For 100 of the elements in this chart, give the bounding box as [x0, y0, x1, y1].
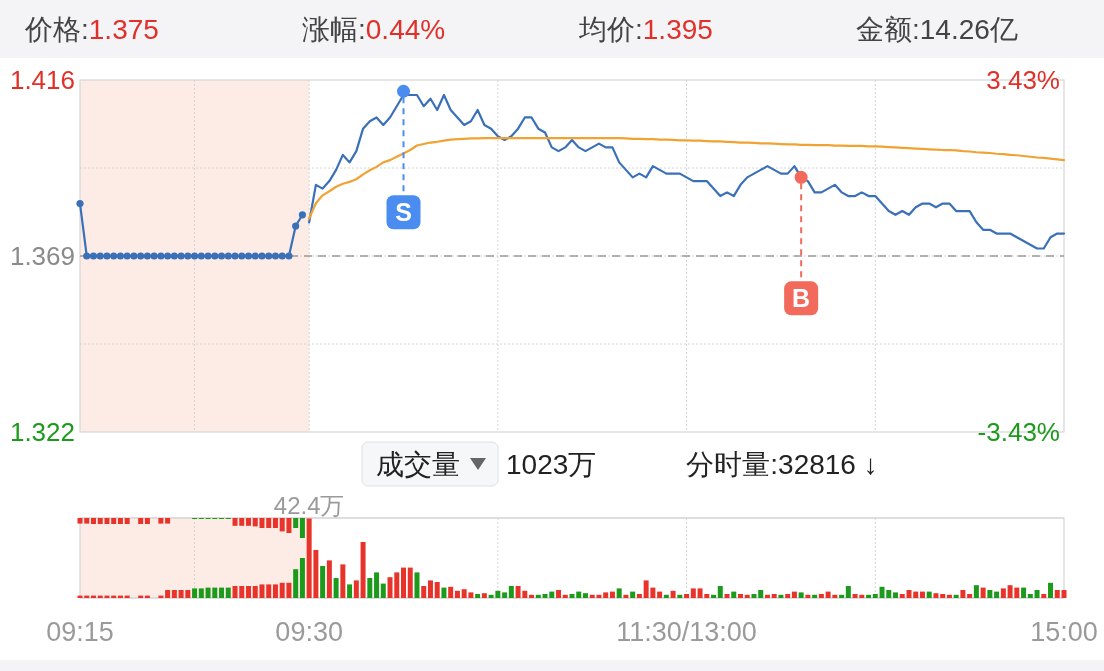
x-tick-label: 15:00 [1030, 617, 1098, 647]
bar [926, 591, 932, 598]
bar [967, 594, 973, 598]
bar [724, 594, 730, 598]
bar [1027, 594, 1033, 598]
bar [367, 578, 373, 598]
point [258, 252, 266, 260]
point [794, 170, 808, 184]
point [130, 252, 138, 260]
bar [441, 587, 447, 598]
bar [798, 592, 804, 598]
bar [663, 594, 669, 598]
bar [758, 590, 764, 598]
text: 涨幅:0.44% [302, 13, 446, 45]
bar [987, 590, 993, 598]
y-tick-label: 1.322 [9, 417, 75, 447]
bar [347, 584, 353, 598]
bar [872, 594, 878, 598]
bar [805, 594, 811, 598]
point [211, 252, 219, 260]
bar [609, 591, 615, 598]
bar [677, 594, 683, 598]
bar [192, 588, 198, 598]
point [83, 252, 91, 260]
bar [980, 587, 986, 598]
text: 分时量:32816 ↓ [686, 448, 878, 480]
point [278, 252, 286, 260]
bar [165, 590, 171, 598]
x-tick-label: 09:30 [275, 617, 343, 647]
point [285, 252, 293, 260]
point [164, 252, 172, 260]
point [265, 252, 273, 260]
bar [1048, 582, 1054, 598]
point [137, 252, 145, 260]
bar [771, 594, 777, 598]
bar [427, 580, 433, 598]
bar [764, 594, 770, 598]
point [96, 252, 104, 260]
bar [1021, 587, 1027, 598]
bar [198, 588, 204, 598]
bar [582, 593, 588, 598]
bar [960, 590, 966, 598]
text: 金额:14.26亿 [856, 13, 1018, 45]
point [123, 252, 131, 260]
bar [529, 594, 535, 598]
bar [374, 572, 380, 598]
point [116, 252, 125, 260]
bar [603, 592, 609, 598]
bar [475, 594, 481, 598]
bar [711, 594, 717, 598]
bar [717, 586, 723, 598]
bar [576, 591, 582, 598]
bar [973, 585, 979, 598]
bar [839, 594, 845, 598]
bar [556, 590, 562, 598]
y-tick-label: 1.416 [9, 65, 75, 95]
chart-title: 成交量 [376, 448, 460, 480]
bar [913, 591, 919, 598]
bar [1034, 590, 1040, 598]
bar [299, 558, 305, 598]
bar [657, 591, 663, 598]
point [238, 252, 246, 260]
bar [380, 583, 386, 598]
point [103, 252, 111, 260]
point [217, 252, 226, 260]
bar [171, 590, 177, 598]
bar [1054, 590, 1060, 598]
point [170, 252, 178, 260]
bar [744, 594, 750, 598]
y2-tick-label: -3.43% [977, 417, 1060, 447]
point [231, 252, 239, 260]
bar [353, 580, 359, 598]
text: S [395, 198, 412, 227]
point [157, 252, 165, 260]
point [197, 252, 205, 260]
bar [953, 594, 959, 598]
point [110, 252, 118, 260]
bar [340, 564, 346, 598]
x-tick-label: 11:30/13:00 [616, 617, 757, 647]
bar [414, 572, 420, 598]
bar [791, 591, 797, 598]
y-tick-label: 1.369 [9, 241, 75, 271]
text: 价格:1.375 [24, 13, 159, 45]
bar [401, 567, 406, 598]
point [204, 252, 212, 260]
bar [994, 591, 1000, 598]
text: B [792, 284, 811, 313]
bar [670, 590, 676, 598]
y2-tick-label: 3.43% [986, 65, 1060, 95]
point [143, 252, 151, 260]
bar [360, 542, 366, 598]
point [397, 84, 411, 98]
point [271, 252, 280, 260]
bar [630, 591, 636, 598]
point [298, 211, 307, 219]
bar [616, 588, 622, 598]
point [224, 252, 232, 260]
text: 均价:1.395 [578, 13, 713, 45]
bar [690, 588, 696, 598]
bar [320, 566, 326, 598]
